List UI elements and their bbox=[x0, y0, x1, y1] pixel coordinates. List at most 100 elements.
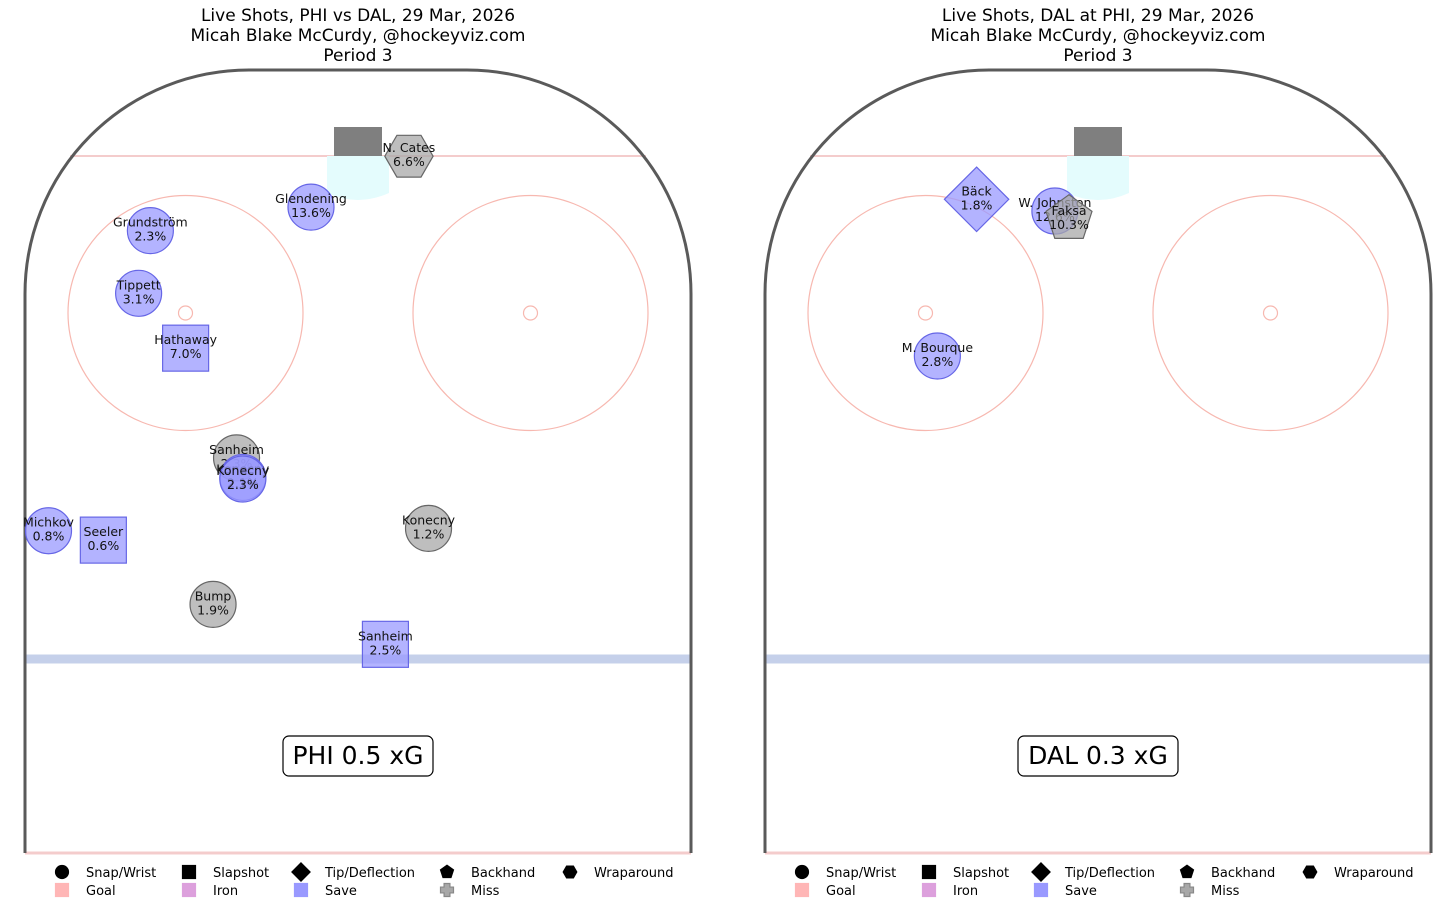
legend-item: Wraparound bbox=[1302, 865, 1414, 881]
legend-label: Wraparound bbox=[1334, 866, 1414, 881]
legend-item: Tip/Deflection bbox=[1031, 862, 1155, 882]
rink-boards bbox=[23, 68, 693, 853]
goal-crease bbox=[1067, 156, 1129, 200]
shot-player-label: Hathaway bbox=[154, 332, 217, 347]
shot-xg-label: 2.3% bbox=[134, 229, 166, 244]
faceoff-dot bbox=[522, 305, 539, 321]
legend-label: Tip/Deflection bbox=[324, 866, 415, 881]
shot-xg-label: 2.5% bbox=[370, 642, 402, 657]
rink-boards bbox=[763, 68, 1433, 853]
shot-player-label: M. Bourque bbox=[902, 340, 974, 355]
plus-icon bbox=[439, 882, 455, 898]
shot-player-label: Seeler bbox=[84, 524, 124, 539]
shot-player-label: Sanheim bbox=[358, 628, 413, 643]
shot-player-label: Tippett bbox=[116, 277, 161, 292]
legend-label: Iron bbox=[953, 884, 978, 899]
shot-player-label: Glendening bbox=[275, 191, 347, 206]
legend: Snap/Wrist Slapshot Tip/Deflection Backhand… bbox=[54, 862, 674, 899]
legend-label: Snap/Wrist bbox=[826, 866, 896, 881]
goal-net bbox=[334, 127, 382, 156]
shot-mark bbox=[115, 269, 163, 317]
legend-item: Snap/Wrist bbox=[794, 864, 896, 881]
shot-xg-label: 1.9% bbox=[197, 602, 229, 617]
legend-item: Save bbox=[293, 882, 357, 899]
circle-icon bbox=[794, 864, 810, 880]
legend-label: Goal bbox=[86, 884, 116, 899]
xg-total-label: DAL 0.3 xG bbox=[1028, 741, 1168, 770]
chart-title: Live Shots, DAL at PHI, 29 Mar, 2026 bbox=[942, 6, 1254, 26]
shot-mark bbox=[24, 507, 73, 555]
chart-author: Micah Blake McCurdy, @hockeyviz.com bbox=[191, 26, 526, 46]
xg-total-frame bbox=[282, 735, 434, 777]
faceoff-dot bbox=[177, 305, 194, 321]
legend: Snap/Wrist Slapshot Tip/Deflection Backhand… bbox=[794, 862, 1414, 899]
legend-item: Backhand bbox=[1179, 864, 1275, 881]
circle-icon bbox=[54, 864, 70, 880]
legend-label: Wraparound bbox=[594, 866, 674, 881]
square-icon bbox=[181, 882, 197, 898]
shot-mark bbox=[404, 504, 453, 552]
chart-period: Period 3 bbox=[323, 46, 392, 66]
shot-xg-label: 1.8% bbox=[961, 197, 993, 212]
faceoff-circle-right bbox=[1152, 194, 1389, 432]
shot-mark bbox=[287, 183, 335, 231]
legend-label: Slapshot bbox=[953, 866, 1009, 881]
shot-player-label: Faksa bbox=[1051, 203, 1086, 218]
legend-item: Iron bbox=[181, 882, 238, 899]
square-icon bbox=[54, 882, 70, 898]
legend-item: Save bbox=[1033, 882, 1097, 899]
legend-item: Wraparound bbox=[562, 865, 674, 881]
rink-panel-dal: Live Shots, DAL at PHI, 29 Mar, 2026 Mic… bbox=[763, 6, 1433, 899]
goal-crease bbox=[327, 156, 389, 200]
legend-label: Miss bbox=[1211, 884, 1240, 899]
shot-player-label: Bump bbox=[195, 588, 232, 603]
shot-xg-label: 2.3% bbox=[227, 477, 259, 492]
legend-item: Iron bbox=[921, 882, 978, 899]
shot-xg-label: 6.6% bbox=[393, 154, 425, 169]
legend-item: Miss bbox=[439, 882, 500, 899]
shot-mark bbox=[126, 207, 174, 255]
square-icon bbox=[921, 882, 937, 898]
legend-label: Backhand bbox=[1211, 866, 1275, 881]
legend-item: Goal bbox=[54, 882, 116, 899]
diamond-icon bbox=[1031, 862, 1051, 882]
legend-label: Tip/Deflection bbox=[1064, 866, 1155, 881]
shot-player-label: N. Cates bbox=[383, 140, 436, 155]
shot-mark bbox=[361, 620, 410, 668]
square-icon bbox=[181, 864, 197, 880]
shot-mark bbox=[162, 324, 210, 372]
plus-icon bbox=[1179, 882, 1195, 898]
legend-label: Slapshot bbox=[213, 866, 269, 881]
faceoff-dot bbox=[917, 305, 934, 321]
shot-xg-label: 10.3% bbox=[1049, 217, 1089, 232]
pentagon-icon bbox=[1179, 864, 1195, 879]
diamond-icon bbox=[291, 862, 311, 882]
shot-xg-label: 0.6% bbox=[87, 538, 119, 553]
shot-mark bbox=[189, 580, 237, 628]
goal-net bbox=[1074, 127, 1122, 156]
hexagon-icon bbox=[1302, 865, 1318, 879]
legend-label: Goal bbox=[826, 884, 856, 899]
faceoff-circle-left bbox=[67, 194, 304, 432]
legend-label: Save bbox=[1065, 884, 1097, 899]
legend-item: Goal bbox=[794, 882, 856, 899]
shot-xg-label: 3.1% bbox=[123, 291, 155, 306]
rink bbox=[23, 68, 693, 855]
xg-total-label: PHI 0.5 xG bbox=[292, 741, 423, 770]
faceoff-circle-left bbox=[807, 194, 1044, 432]
pentagon-icon bbox=[439, 864, 455, 879]
